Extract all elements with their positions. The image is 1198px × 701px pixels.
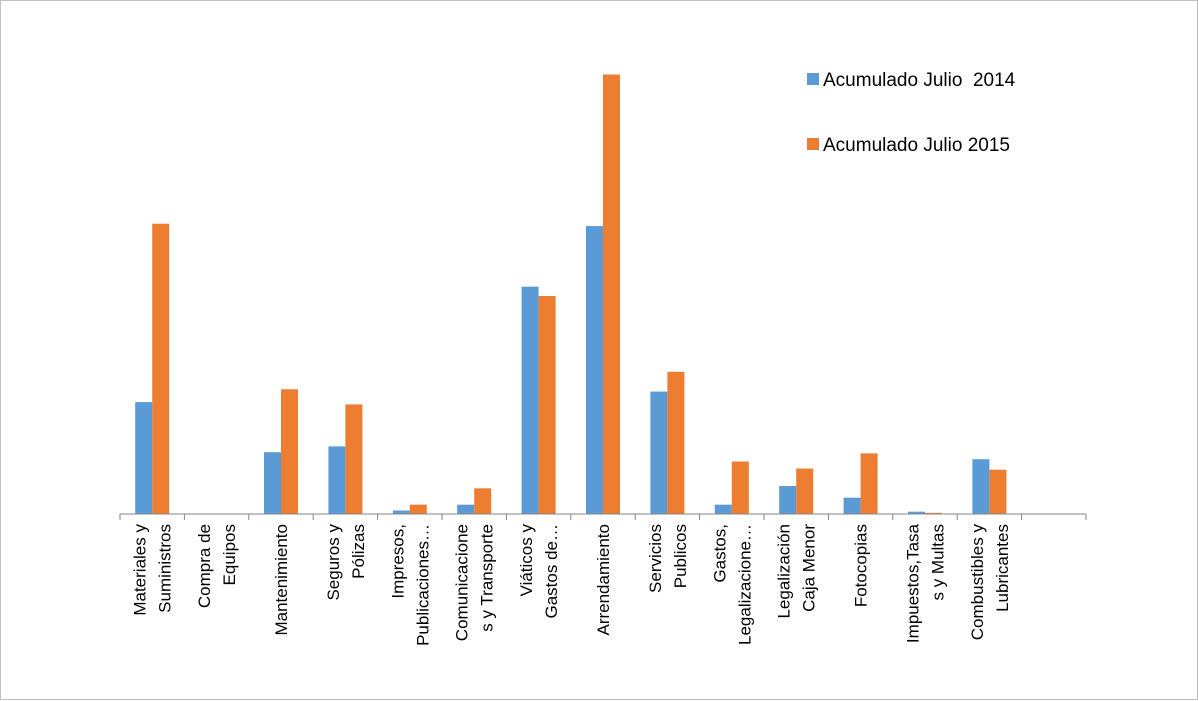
legend-item-1: Acumulado Julio 2014 xyxy=(807,70,1016,91)
category-label: Impresos, xyxy=(388,524,407,599)
category-label: Combustibles y xyxy=(968,524,987,641)
category-label: Impuestos,Tasa xyxy=(904,523,923,643)
legend-swatch xyxy=(807,73,819,85)
category-label: Lubricantes xyxy=(993,524,1012,612)
category-label: Publicos xyxy=(671,524,690,588)
category-label: s y Transporte xyxy=(478,524,497,632)
legend-item-2: Acumulado Julio 2015 xyxy=(807,135,1010,156)
category-label: Fotocopias xyxy=(852,524,871,607)
bar-series-1-cat-8 xyxy=(586,226,603,515)
bar-series-2-cat-3 xyxy=(281,389,298,514)
legend-label: Acumulado Julio 2014 xyxy=(823,70,1016,91)
category-label: Servicios xyxy=(646,524,665,593)
bar-series-1-cat-4 xyxy=(328,446,346,514)
x-axis-ticks xyxy=(119,514,1087,520)
legend: Acumulado Julio 2014 Acumulado Julio 2015 xyxy=(807,70,1016,156)
bar-series-1-cat-14 xyxy=(972,459,990,514)
bar-series-2-cat-13 xyxy=(925,512,942,514)
legend-label: Acumulado Julio 2015 xyxy=(823,135,1010,156)
bar-series-1-cat-6 xyxy=(457,504,475,514)
bar-series-1-cat-12 xyxy=(843,497,861,514)
bar-series-1-cat-9 xyxy=(650,391,668,514)
bar-series-2-cat-11 xyxy=(796,468,814,514)
bar-series-1-cat-7 xyxy=(521,286,539,514)
category-label: Caja Menor xyxy=(800,524,819,612)
bar-series-2-cat-7 xyxy=(538,296,556,514)
bar-series-1-cat-13 xyxy=(908,511,925,514)
bar-series-2-cat-10 xyxy=(731,461,749,514)
bar-series-2-cat-14 xyxy=(989,469,1007,514)
bar-series-1-cat-1 xyxy=(135,402,153,514)
category-label: s y Multas xyxy=(929,524,948,601)
x-axis-labels: Materiales y Suministros Compra de Equipos M… xyxy=(131,523,1012,645)
bar-series-2-cat-1 xyxy=(152,223,170,514)
category-label: Legalizacione… xyxy=(735,524,754,645)
category-label: Compra de xyxy=(195,524,214,608)
bar-series-2-cat-8 xyxy=(603,74,620,514)
bar-series-1-cat-10 xyxy=(714,504,732,514)
legend-swatch xyxy=(807,138,819,150)
category-label: Mantenimiento xyxy=(272,524,291,636)
bar-series-2-cat-6 xyxy=(474,488,492,514)
bar-series-2-cat-5 xyxy=(409,504,427,514)
bar-series-2-cat-12 xyxy=(860,453,878,514)
bar-series-1-cat-11 xyxy=(779,486,797,514)
category-label: Gastos, xyxy=(710,524,729,583)
category-label: Publicaciones… xyxy=(413,524,432,646)
bars-layer xyxy=(135,74,1007,515)
bar-series-1-cat-3 xyxy=(264,452,281,514)
category-label: Equipos xyxy=(220,524,239,585)
category-label: Arrendamiento xyxy=(594,524,613,636)
category-label: Gastos de… xyxy=(542,524,561,619)
category-label: Comunicacione xyxy=(453,524,472,641)
category-label: Materiales y xyxy=(131,524,150,616)
bar-series-2-cat-4 xyxy=(345,404,363,514)
category-label: Viáticos y xyxy=(517,524,536,597)
category-label: Suministros xyxy=(156,524,175,613)
category-label: Legalización xyxy=(775,524,794,619)
category-label: Pólizas xyxy=(349,524,368,579)
bar-series-2-cat-9 xyxy=(667,371,685,514)
bar-series-1-cat-5 xyxy=(392,510,410,514)
category-label: Seguros y xyxy=(324,524,343,601)
